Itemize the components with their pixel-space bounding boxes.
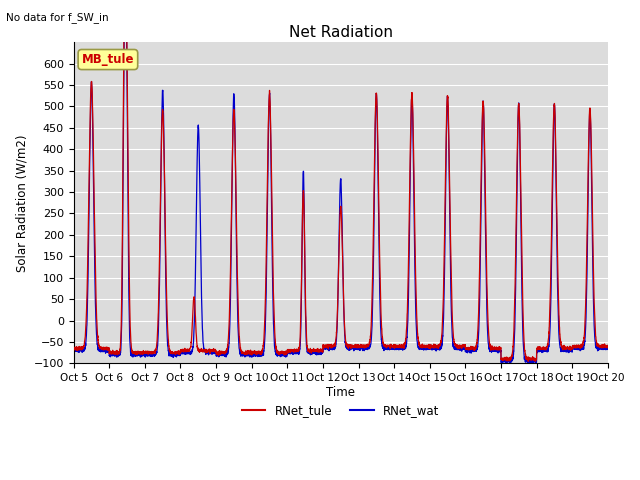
Legend: RNet_tule, RNet_wat: RNet_tule, RNet_wat (237, 399, 444, 422)
Y-axis label: Solar Radiation (W/m2): Solar Radiation (W/m2) (15, 134, 28, 272)
Title: Net Radiation: Net Radiation (289, 24, 393, 39)
X-axis label: Time: Time (326, 386, 355, 399)
Text: MB_tule: MB_tule (82, 53, 134, 66)
Text: No data for f_SW_in: No data for f_SW_in (6, 12, 109, 23)
